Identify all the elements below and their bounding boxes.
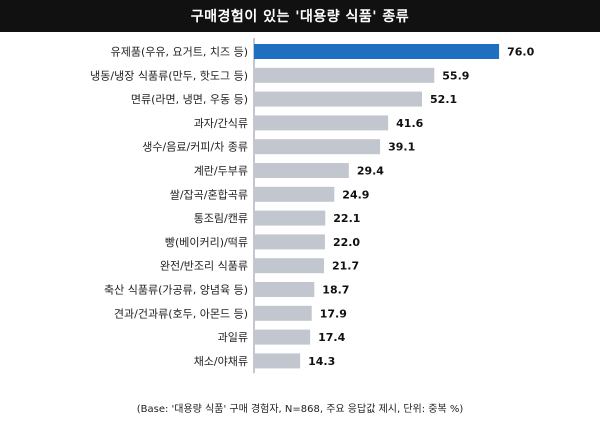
data-label: 24.9 <box>342 188 369 201</box>
bar <box>254 305 312 321</box>
data-label: 55.9 <box>442 69 469 82</box>
data-label: 76.0 <box>507 46 534 59</box>
category-label: 생수/음료/커피/차 종류 <box>142 141 248 154</box>
bar <box>254 258 324 274</box>
category-label: 완전/반조리 식품류 <box>160 260 248 273</box>
data-label: 17.9 <box>320 307 347 320</box>
bar <box>254 115 389 131</box>
data-label: 18.7 <box>322 284 349 297</box>
bar <box>254 210 326 226</box>
data-label: 22.1 <box>333 212 360 225</box>
bar <box>254 139 381 155</box>
data-label: 22.0 <box>333 236 360 249</box>
category-label: 냉동/냉장 식품류(만두, 핫도그 등) <box>90 69 248 82</box>
category-label: 통조림/캔류 <box>194 212 248 225</box>
category-label: 계란/두부류 <box>194 165 248 178</box>
category-label: 채소/야채류 <box>194 355 248 368</box>
bar <box>254 44 500 59</box>
category-label: 유제품(우유, 요거트, 치즈 등) <box>111 46 248 59</box>
bar <box>254 329 311 345</box>
category-label: 과자/간식류 <box>194 117 248 130</box>
bar <box>254 163 349 178</box>
data-label: 39.1 <box>388 141 415 154</box>
data-label: 29.4 <box>357 165 384 178</box>
bar <box>254 234 325 250</box>
category-label: 쌀/잡곡/혼합곡류 <box>170 188 248 201</box>
category-label: 과일류 <box>218 330 248 344</box>
data-label: 21.7 <box>332 260 359 273</box>
chart-title: 구매경험이 있는 '대용량 식품' 종류 <box>0 0 600 32</box>
data-label: 17.4 <box>318 331 345 344</box>
bar <box>254 91 423 107</box>
data-label: 41.6 <box>396 117 423 130</box>
bar <box>254 353 301 369</box>
category-label: 빵(베이커리)/떡류 <box>165 236 248 249</box>
category-label: 견과/건과류(호두, 아몬드 등) <box>114 307 248 320</box>
bar <box>254 282 315 297</box>
category-label: 축산 식품류(가공류, 양념육 등) <box>104 284 248 297</box>
bar <box>254 67 435 83</box>
chart-footnote: (Base: '대용량 식품' 구매 경험자, N=868, 주요 응답값 제시… <box>136 404 464 415</box>
data-label: 14.3 <box>308 355 335 368</box>
data-label: 52.1 <box>430 93 457 106</box>
category-label: 면류(라면, 냉면, 우동 등) <box>131 93 248 106</box>
bar <box>254 186 335 202</box>
bar-chart: 유제품(우유, 요거트, 치즈 등) 76.0 냉동/냉장 식품류(만두, 핫도그 … <box>90 38 535 374</box>
